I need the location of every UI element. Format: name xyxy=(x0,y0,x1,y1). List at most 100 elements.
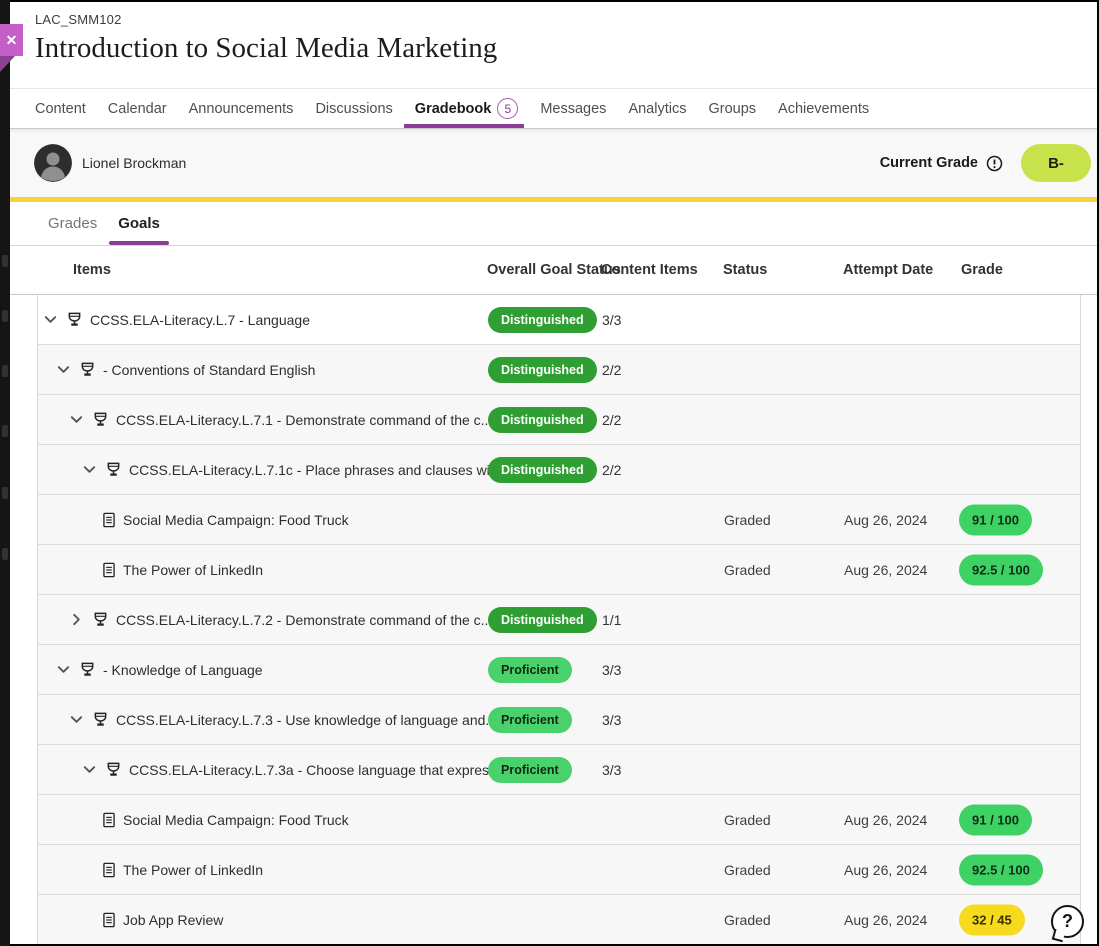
chevron-down-icon[interactable] xyxy=(42,312,58,328)
chevron-down-icon[interactable] xyxy=(68,712,84,728)
help-button[interactable]: ? xyxy=(1051,905,1084,938)
content-items-count: 2/2 xyxy=(602,362,621,378)
goal-label: CCSS.ELA-Literacy.L.7 - Language xyxy=(90,312,310,328)
nav-tab-discussions[interactable]: Discussions xyxy=(315,89,392,128)
sidebar-glyph xyxy=(2,310,8,322)
grade-pill[interactable]: 92.5 / 100 xyxy=(959,854,1043,885)
nav-tab-label: Content xyxy=(35,101,86,117)
status-cell: Graded xyxy=(724,562,771,578)
goal-status-cell: Proficient xyxy=(488,757,572,783)
attempt-date-cell: Aug 26, 2024 xyxy=(844,812,927,828)
student-bar: Lionel Brockman Current Grade B- xyxy=(10,129,1097,202)
goal-row[interactable]: CCSS.ELA-Literacy.L.7.1c - Place phrases… xyxy=(38,445,1080,495)
attempt-date-cell: Aug 26, 2024 xyxy=(844,512,927,528)
goal-trophy-icon xyxy=(92,411,109,428)
nav-tab-analytics[interactable]: Analytics xyxy=(628,89,686,128)
close-panel-button[interactable]: ✕ xyxy=(0,24,23,56)
nav-tab-groups[interactable]: Groups xyxy=(708,89,756,128)
column-header-status: Status xyxy=(723,262,767,278)
course-panel: LAC_SMM102 Introduction to Social Media … xyxy=(10,2,1097,944)
subtab-grades[interactable]: Grades xyxy=(39,202,106,245)
nav-tab-announcements[interactable]: Announcements xyxy=(189,89,294,128)
content-item-row[interactable]: The Power of LinkedIn Graded Aug 26, 2024 9… xyxy=(38,545,1080,595)
info-icon[interactable] xyxy=(986,155,1003,172)
gradebook-count-badge: 5 xyxy=(497,98,518,119)
sidebar-glyph xyxy=(2,365,8,377)
chevron-down-icon[interactable] xyxy=(55,362,71,378)
goal-row[interactable]: - Knowledge of LanguageProficient3/3 xyxy=(38,645,1080,695)
sidebar-glyph xyxy=(2,548,8,560)
nav-tab-gradebook[interactable]: Gradebook5 xyxy=(415,89,519,128)
sidebar-glyph xyxy=(2,425,8,437)
document-icon xyxy=(102,812,116,828)
content-item-row[interactable]: The Power of LinkedInGradedAug 26, 20249… xyxy=(38,845,1080,895)
grade-pill[interactable]: 32 / 45 xyxy=(959,904,1025,935)
goal-status-cell: Distinguished xyxy=(488,457,597,483)
goal-label: CCSS.ELA-Literacy.L.7.3 - Use knowledge … xyxy=(116,712,497,728)
goal-status-badge: Distinguished xyxy=(488,457,597,483)
content-item-row[interactable]: Social Media Campaign: Food TruckGradedA… xyxy=(38,795,1080,845)
current-grade-label: Current Grade xyxy=(880,155,978,171)
goal-status-badge: Distinguished xyxy=(488,607,597,633)
goal-status-cell: Distinguished xyxy=(488,307,597,333)
subtab-goals[interactable]: Goals xyxy=(109,202,169,245)
nav-tab-calendar[interactable]: Calendar xyxy=(108,89,167,128)
attempt-date-cell: Aug 26, 2024 xyxy=(844,562,927,578)
goal-row[interactable]: CCSS.ELA-Literacy.L.7.2 - Demonstrate co… xyxy=(38,595,1080,645)
grade-cell: 92.5 / 100 xyxy=(959,854,1043,885)
content-item-link[interactable]: Social Media Campaign: Food Truck xyxy=(123,512,349,528)
current-grade-pill[interactable]: B- xyxy=(1021,144,1091,182)
goal-label: - Knowledge of Language xyxy=(103,662,263,678)
chevron-down-icon[interactable] xyxy=(81,762,97,778)
content-item-row[interactable]: Job App ReviewGradedAug 26, 202432 / 45 xyxy=(38,895,1080,944)
grade-pill[interactable]: 91 / 100 xyxy=(959,804,1032,835)
goal-status-badge: Distinguished xyxy=(488,407,597,433)
chevron-right-icon[interactable] xyxy=(68,612,84,628)
column-header-attempt-date: Attempt Date xyxy=(843,262,933,278)
course-nav: Content Calendar Announcements Discussions G… xyxy=(10,88,1097,129)
nav-tab-label: Discussions xyxy=(315,101,392,117)
goal-label: CCSS.ELA-Literacy.L.7.1c - Place phrases… xyxy=(129,462,513,478)
chevron-down-icon[interactable] xyxy=(55,662,71,678)
grade-pill[interactable]: 91 / 100 xyxy=(959,504,1032,535)
goal-trophy-icon xyxy=(105,761,122,778)
nav-tab-messages[interactable]: Messages xyxy=(540,89,606,128)
goal-status-badge: Distinguished xyxy=(488,357,597,383)
goal-row[interactable]: - Conventions of Standard English Disting… xyxy=(38,345,1080,395)
content-item-row[interactable]: Social Media Campaign: Food TruckGradedA… xyxy=(38,495,1080,545)
content-items-count: 3/3 xyxy=(602,712,621,728)
goals-table-body: CCSS.ELA-Literacy.L.7 - Language Distingu… xyxy=(37,295,1081,944)
goal-status-cell: Distinguished xyxy=(488,407,597,433)
content-item-link[interactable]: The Power of LinkedIn xyxy=(123,862,263,878)
grade-cell: 92.5 / 100 xyxy=(959,554,1043,585)
status-cell: Graded xyxy=(724,862,771,878)
nav-tab-content[interactable]: Content xyxy=(35,89,86,128)
nav-tab-achievements[interactable]: Achievements xyxy=(778,89,869,128)
goal-label: CCSS.ELA-Literacy.L.7.1 - Demonstrate co… xyxy=(116,412,492,428)
goal-status-badge: Proficient xyxy=(488,707,572,733)
content-item-link[interactable]: Job App Review xyxy=(123,912,223,928)
grade-pill[interactable]: 92.5 / 100 xyxy=(959,554,1043,585)
nav-tab-label: Calendar xyxy=(108,101,167,117)
goal-status-cell: Distinguished xyxy=(488,357,597,383)
column-header-items: Items xyxy=(73,262,111,278)
goal-row[interactable]: CCSS.ELA-Literacy.L.7.3a - Choose langua… xyxy=(38,745,1080,795)
goal-row[interactable]: CCSS.ELA-Literacy.L.7 - Language Distingu… xyxy=(38,295,1080,345)
goal-row[interactable]: CCSS.ELA-Literacy.L.7.3 - Use knowledge … xyxy=(38,695,1080,745)
content-items-count: 2/2 xyxy=(602,462,621,478)
chevron-down-icon[interactable] xyxy=(68,412,84,428)
goal-status-cell: Proficient xyxy=(488,707,572,733)
grade-cell: 32 / 45 xyxy=(959,904,1025,935)
app-frame: ✕ LAC_SMM102 Introduction to Social Medi… xyxy=(0,0,1099,946)
goal-row[interactable]: CCSS.ELA-Literacy.L.7.1 - Demonstrate co… xyxy=(38,395,1080,445)
sidebar-glyph xyxy=(2,255,8,267)
goal-label: CCSS.ELA-Literacy.L.7.2 - Demonstrate co… xyxy=(116,612,492,628)
content-item-link[interactable]: The Power of LinkedIn xyxy=(123,562,263,578)
content-items-count: 3/3 xyxy=(602,662,621,678)
goal-label: - Conventions of Standard English xyxy=(103,362,315,378)
content-items-count: 1/1 xyxy=(602,612,621,628)
goal-label: CCSS.ELA-Literacy.L.7.3a - Choose langua… xyxy=(129,762,508,778)
chevron-down-icon[interactable] xyxy=(81,462,97,478)
content-item-link[interactable]: Social Media Campaign: Food Truck xyxy=(123,812,349,828)
collapsed-sidebar-strip xyxy=(0,0,10,946)
